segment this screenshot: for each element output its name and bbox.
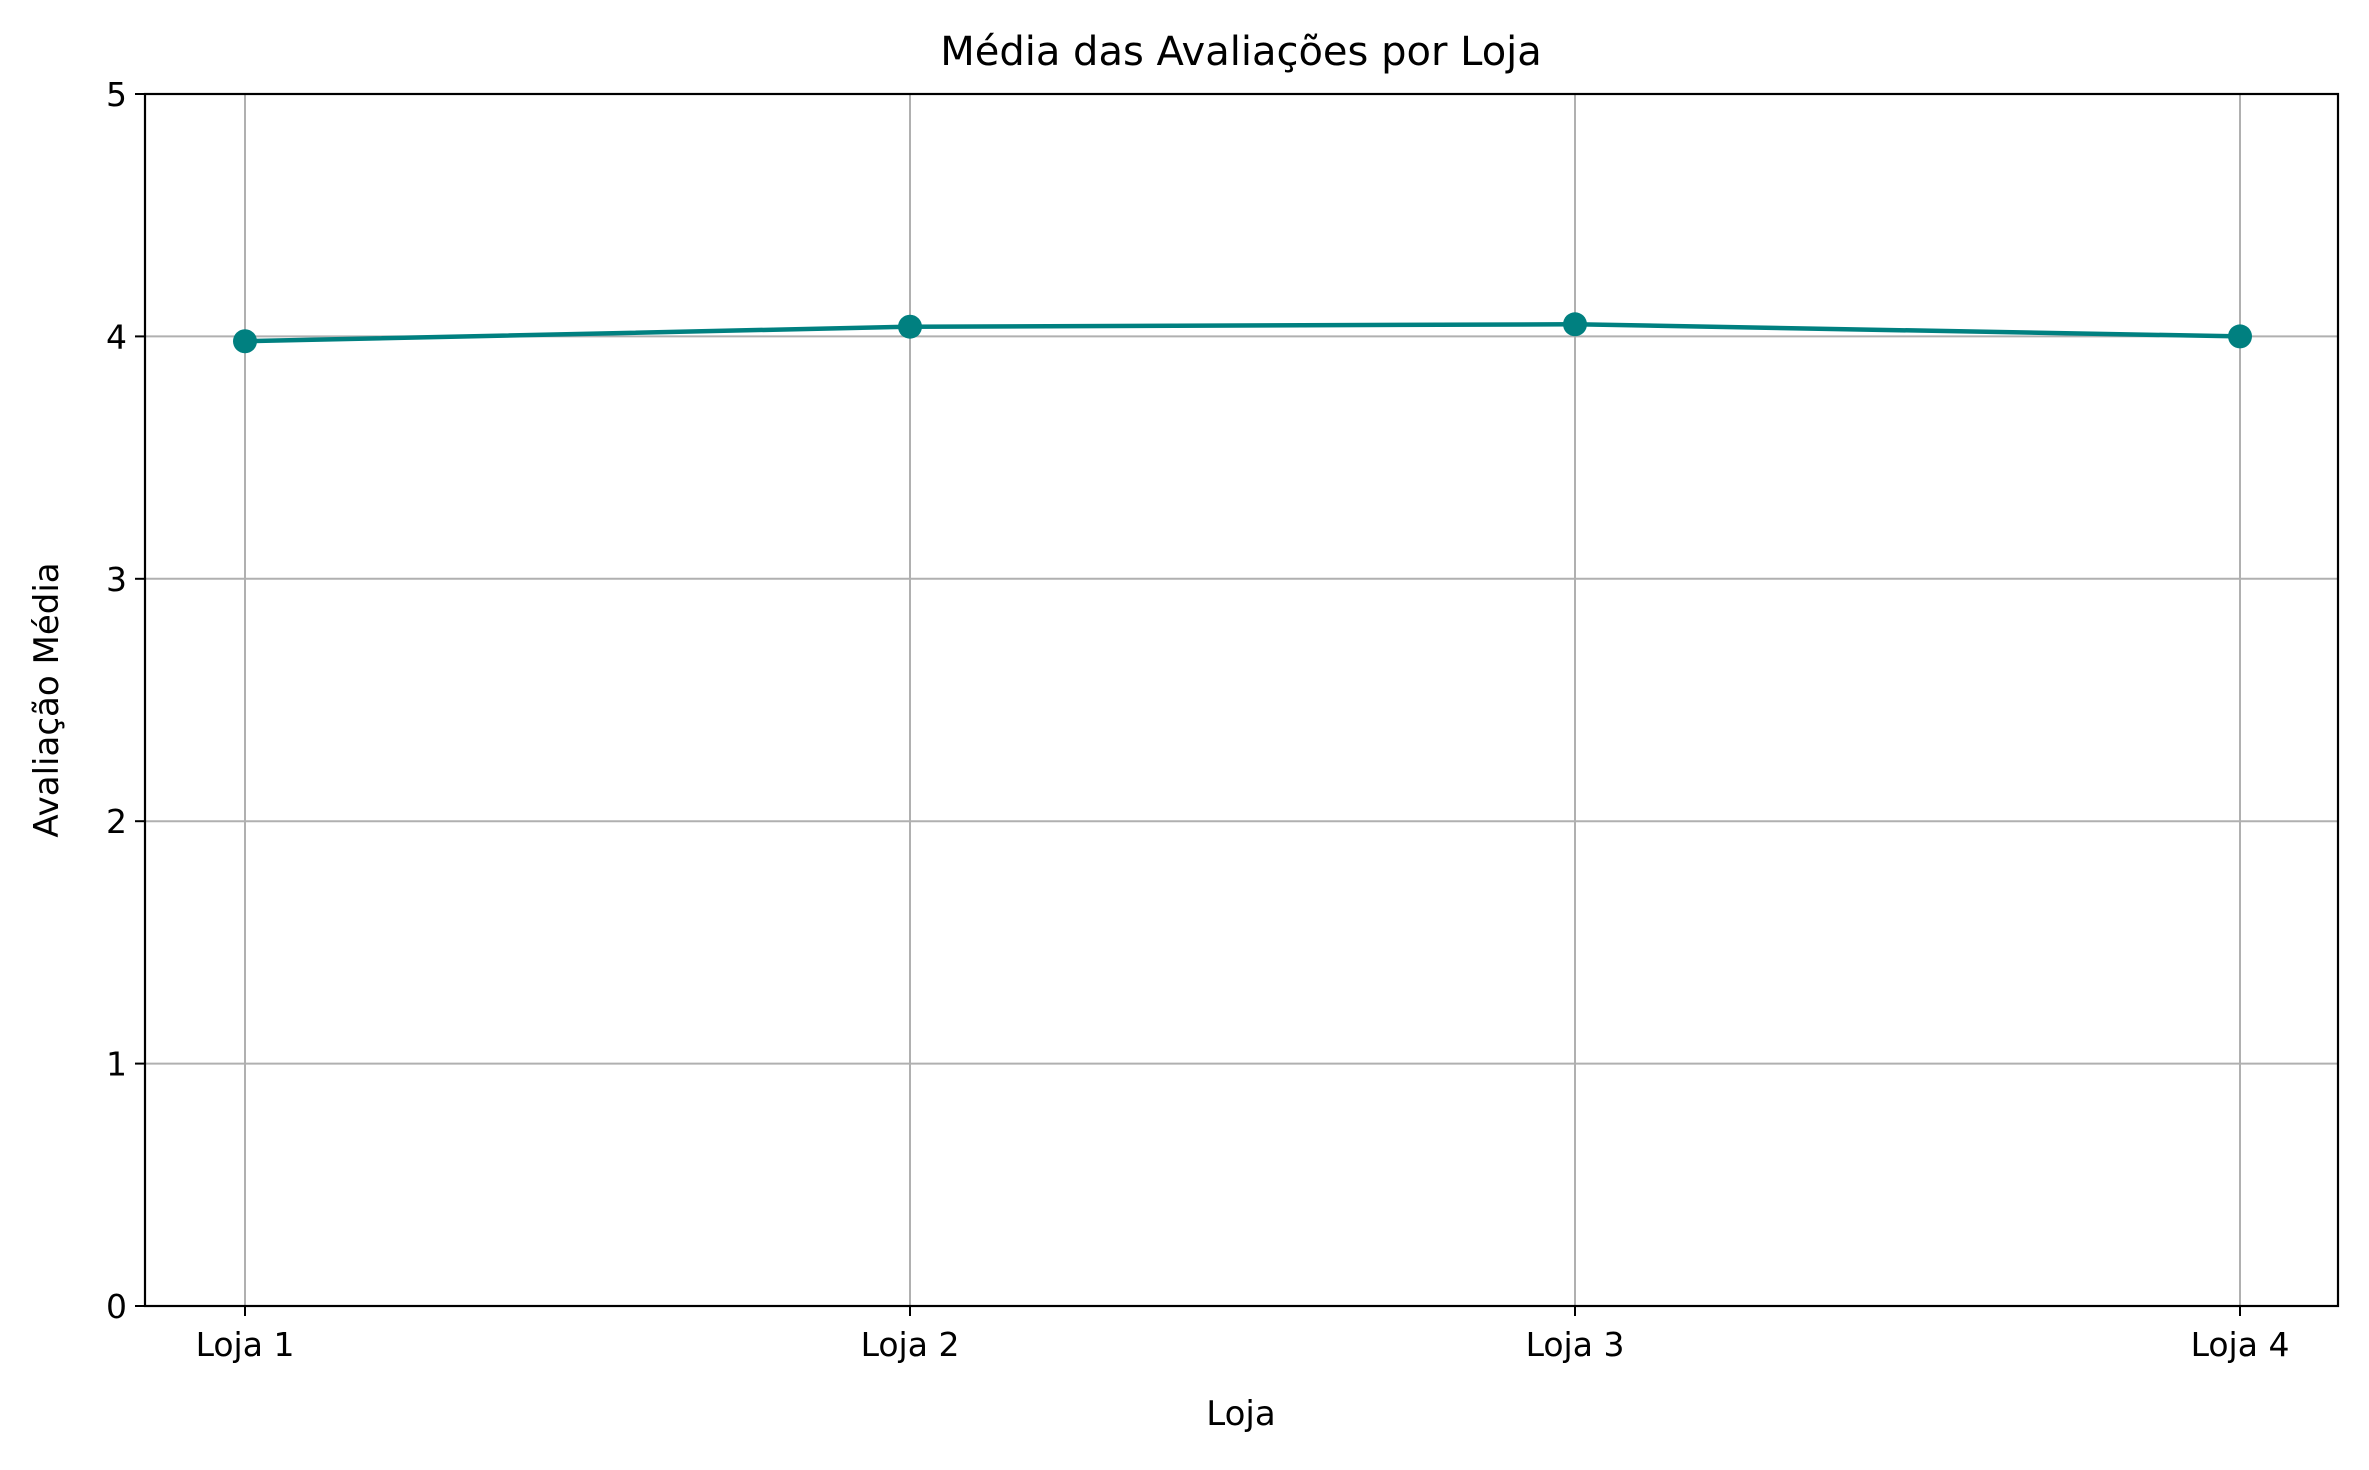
x-tick-label: Loja 1 bbox=[196, 1325, 295, 1364]
data-point-marker bbox=[233, 329, 257, 354]
axes: 0 1 2 3 4 5 Loja 1 Loja 2 Loja 3 Loja 4 bbox=[106, 75, 2289, 1364]
x-tick-label: Loja 2 bbox=[861, 1325, 960, 1364]
y-tick-label: 1 bbox=[106, 1045, 127, 1084]
y-tick-label: 2 bbox=[106, 802, 127, 841]
chart-title: Média das Avaliações por Loja bbox=[940, 29, 1542, 75]
y-tick-label: 4 bbox=[106, 317, 127, 356]
y-tick-label: 0 bbox=[106, 1287, 127, 1326]
plot-frame bbox=[143, 92, 2340, 1308]
y-tick-label: 3 bbox=[106, 560, 127, 599]
data-point-marker bbox=[2228, 324, 2252, 349]
x-tick-label: Loja 3 bbox=[1526, 1325, 1625, 1364]
series-line bbox=[242, 322, 2243, 344]
y-axis-label: Avaliação Média bbox=[27, 562, 67, 837]
x-tick-label: Loja 4 bbox=[2191, 1325, 2290, 1364]
data-point-marker bbox=[1563, 312, 1587, 337]
y-tick-label: 5 bbox=[106, 75, 127, 114]
data-point-marker bbox=[898, 314, 922, 339]
x-axis-label: Loja bbox=[1206, 1394, 1275, 1434]
series-layer bbox=[233, 312, 2252, 354]
